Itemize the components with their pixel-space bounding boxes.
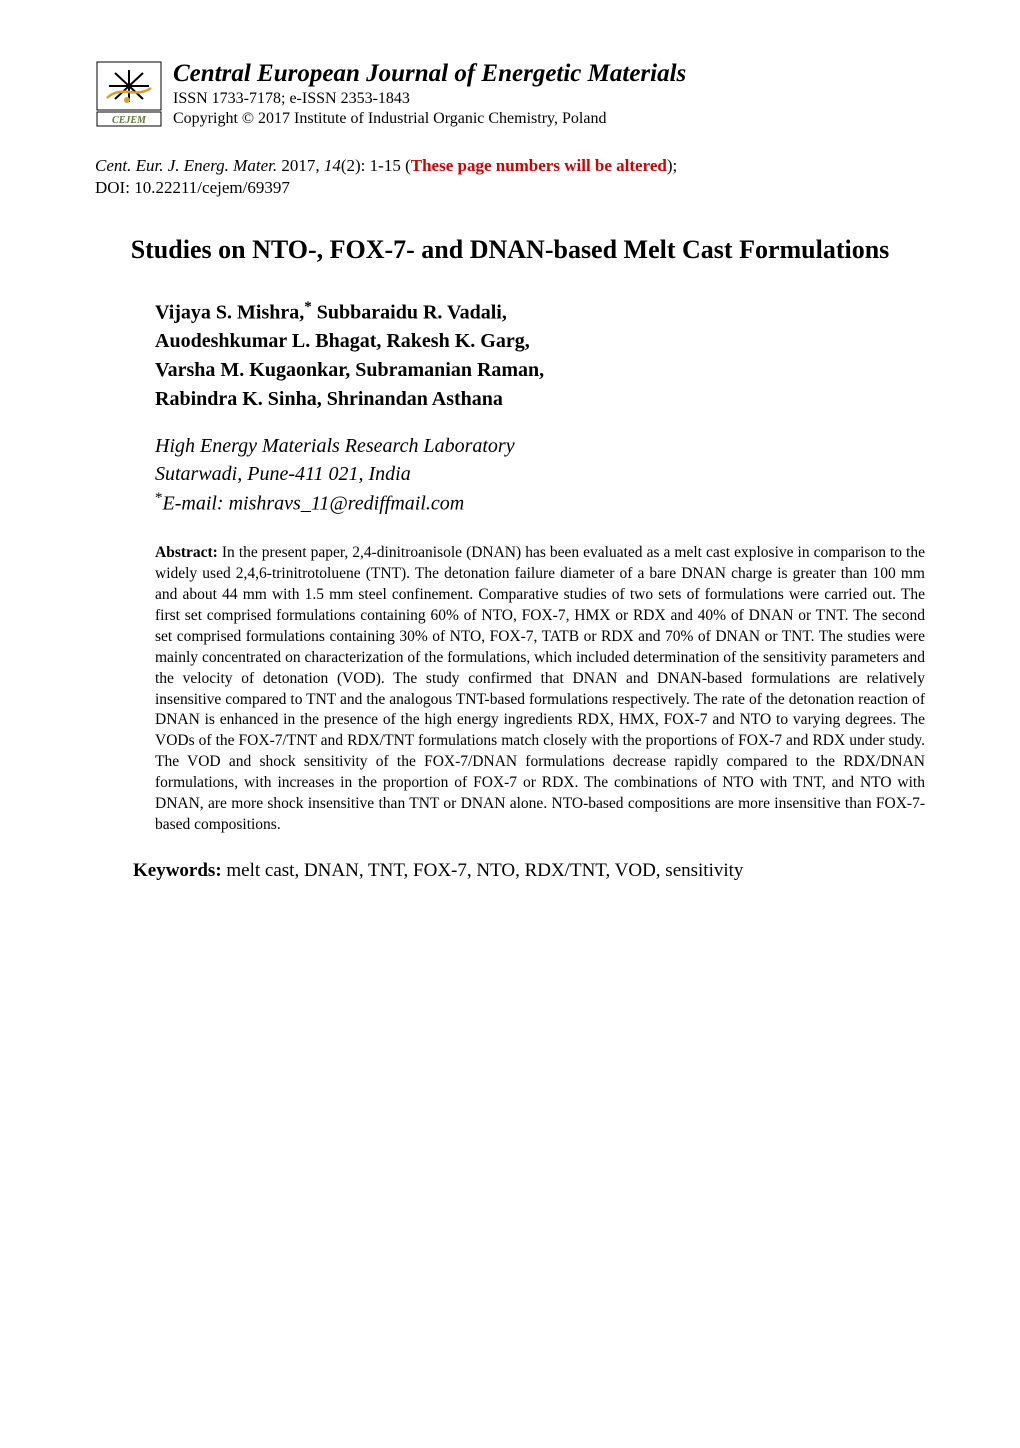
citation-line: Cent. Eur. J. Energ. Mater. 2017, 14(2):…	[95, 156, 925, 176]
issn-line: ISSN 1733-7178; e-ISSN 2353-1843	[173, 90, 925, 108]
citation-year: 2017,	[281, 156, 324, 175]
citation-suffix: );	[667, 156, 677, 175]
journal-name: Central European Journal of Energetic Ma…	[173, 60, 925, 88]
citation-warning: These page numbers will be altered	[411, 156, 667, 175]
affiliation-line: High Energy Materials Research Laborator…	[155, 435, 515, 457]
header-row: CEJEM Central European Journal of Energe…	[95, 60, 925, 128]
copyright-line: Copyright © 2017 Institute of Industrial…	[173, 110, 925, 128]
affiliation-block: High Energy Materials Research Laborator…	[155, 432, 925, 518]
abstract-block: Abstract: In the present paper, 2,4-dini…	[155, 543, 925, 836]
page-container: CEJEM Central European Journal of Energe…	[0, 0, 1020, 944]
citation-volume: 14	[324, 156, 341, 175]
svg-text:CEJEM: CEJEM	[112, 115, 147, 126]
journal-header: CEJEM Central European Journal of Energe…	[95, 60, 925, 128]
citation-issue-pages: (2): 1-15 (	[341, 156, 411, 175]
author-line: Varsha M. Kugaonkar, Subramanian Raman,	[155, 359, 544, 381]
journal-logo-icon: CEJEM	[95, 60, 163, 128]
abstract-text: In the present paper, 2,4-dinitroanisole…	[155, 544, 925, 833]
affiliation-line: Sutarwadi, Pune-411 021, India	[155, 463, 411, 485]
email-line: E-mail: mishravs_11@rediffmail.com	[163, 493, 465, 515]
keywords-label: Keywords:	[133, 860, 226, 881]
header-text-block: Central European Journal of Energetic Ma…	[173, 60, 925, 128]
abstract-label: Abstract:	[155, 544, 222, 561]
corresponding-asterisk: *	[304, 299, 312, 315]
article-title: Studies on NTO-, FOX-7- and DNAN-based M…	[95, 233, 925, 267]
citation-prefix: Cent. Eur. J. Energ. Mater.	[95, 156, 281, 175]
author-line: Auodeshkumar L. Bhagat, Rakesh K. Garg,	[155, 330, 530, 352]
doi-line: DOI: 10.22211/cejem/69397	[95, 178, 925, 198]
author-line: Rabindra K. Sinha, Shrinandan Asthana	[155, 388, 503, 410]
email-asterisk: *	[155, 490, 163, 506]
author-name: Subbaraidu R. Vadali,	[312, 301, 507, 323]
author-name: Vijaya S. Mishra,	[155, 301, 304, 323]
keywords-block: Keywords: melt cast, DNAN, TNT, FOX-7, N…	[95, 858, 925, 884]
authors-block: Vijaya S. Mishra,* Subbaraidu R. Vadali,…	[155, 297, 925, 415]
keywords-text: melt cast, DNAN, TNT, FOX-7, NTO, RDX/TN…	[226, 860, 743, 881]
